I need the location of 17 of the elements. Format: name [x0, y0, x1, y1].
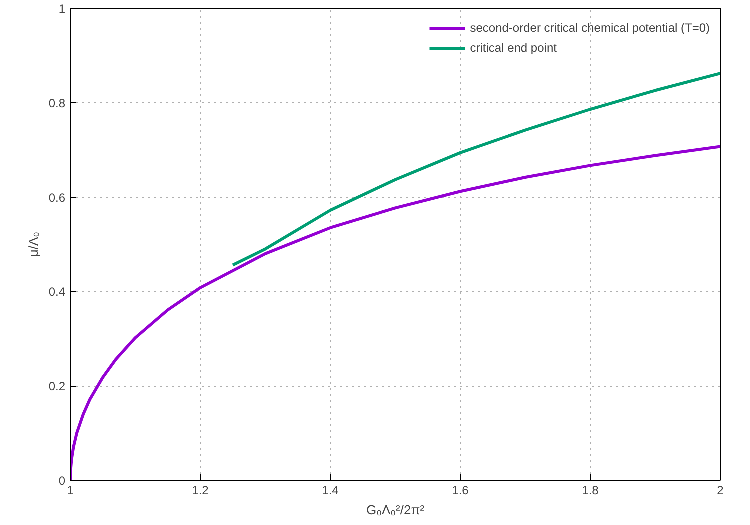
y-tick-label: 0.4 [48, 285, 66, 300]
x-tick-label: 2 [717, 484, 724, 498]
x-tick-label: 1.6 [452, 484, 470, 498]
line-series [232, 72, 720, 267]
y-tick-label: 0.2 [48, 380, 66, 394]
x-tick-label: 1.2 [192, 484, 210, 498]
x-axis-title: G₀Λ₀²/2π² [366, 502, 426, 518]
x-tick-label: 1.4 [322, 484, 340, 498]
x-tick-label: 1 [67, 484, 74, 498]
y-axis-title: μ/Λ₀ [26, 232, 41, 258]
legend-label: critical end point [470, 41, 557, 55]
y-tick-label: 1 [58, 2, 66, 16]
legend-label: second-order critical chemical potential (T=0) [470, 21, 710, 35]
y-tick-label: 0.6 [48, 190, 66, 205]
y-tick-label: 0.8 [48, 96, 66, 110]
x-tick-label: 1.8 [582, 484, 600, 498]
y-tick-label: 0 [58, 474, 66, 488]
